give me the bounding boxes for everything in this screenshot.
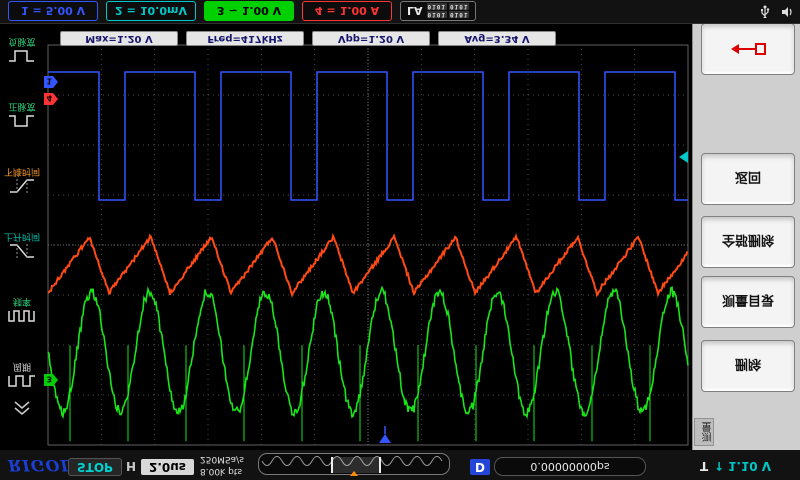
channel-number: 2 xyxy=(115,4,123,18)
softkey-menu-panel: 测量 删除 测量目录 全部删除 返回 xyxy=(692,23,800,450)
trigger-level-value[interactable]: 1.10 V xyxy=(728,459,772,473)
sample-rate: 250MSa/s xyxy=(200,454,244,464)
menu-tab-title: 测量 xyxy=(694,418,714,446)
memory-trigger-tick-icon xyxy=(350,471,358,476)
horizontal-label: H xyxy=(126,459,137,473)
rise-time-icon xyxy=(10,244,34,258)
measurement-readout[interactable]: Avg=3.34 V xyxy=(438,31,556,46)
trigger-slope-icon: ↑ xyxy=(714,459,725,473)
la-nibble: 0101 xyxy=(448,3,470,11)
status-bar: RIGOL STOP H 2.0us 8.00k pts 250MSa/s D … xyxy=(0,449,800,480)
sidebar-item-label: 负脉宽 xyxy=(8,36,36,46)
channel-number: 4 xyxy=(314,4,323,18)
waveform-display: 3 4 1 Max=1.20 V Freq=417kHz Vpp=1.20 V Av… xyxy=(44,24,692,450)
channel-2-status[interactable]: 2 = 10.0mV xyxy=(106,1,196,21)
svg-text:3: 3 xyxy=(47,375,53,384)
usb-icon xyxy=(761,5,770,18)
channel-number: 1 xyxy=(20,4,29,18)
coupling-icon: = xyxy=(326,4,336,18)
channel-scale: 1.00 V xyxy=(241,4,282,18)
sidebar-item-label: 正脉宽 xyxy=(8,101,36,111)
measurement-readout[interactable]: Max=1.20 V xyxy=(60,31,178,46)
svg-text:4: 4 xyxy=(47,94,53,103)
system-icons xyxy=(758,5,794,19)
measure-shortcut-rail: 周期 频率 上升时间 下降时间 正脉宽 xyxy=(0,24,44,450)
la-bit-states: 0101 0101 0101 0101 xyxy=(426,3,470,19)
sidebar-item-period[interactable]: 周期 xyxy=(0,332,44,392)
graticule-and-traces: 3 4 1 xyxy=(44,44,689,446)
sidebar-item-label: 下降时间 xyxy=(3,166,40,176)
coupling-icon: = xyxy=(126,4,136,18)
sidebar-item-negative-pulse-width[interactable]: 负脉宽 xyxy=(0,7,44,67)
waveform-memory-bar[interactable] xyxy=(258,453,450,476)
softkey-delete-all[interactable]: 全部删除 xyxy=(701,216,795,268)
timebase-value[interactable]: 2.0us xyxy=(141,459,194,475)
speaker-icon xyxy=(782,7,792,17)
channel-number: 3 xyxy=(216,4,225,18)
la-label: LA xyxy=(407,4,423,18)
sidebar-item-label: 频率 xyxy=(12,296,31,306)
sidebar-item-positive-pulse-width[interactable]: 正脉宽 xyxy=(0,72,44,132)
memory-waveform-icon xyxy=(261,456,443,466)
measurement-readout[interactable]: Vpp=1.20 V xyxy=(312,31,430,46)
softkey-measure-list[interactable]: 测量目录 xyxy=(701,276,795,328)
sidebar-item-fall-time[interactable]: 下降时间 xyxy=(0,137,44,197)
channel-1-status[interactable]: 1 = 5.00 V xyxy=(8,1,98,21)
svg-text:1: 1 xyxy=(47,77,53,86)
softkey-back[interactable] xyxy=(701,23,795,75)
channel-scale: 10.0mV xyxy=(139,4,187,18)
delay-value[interactable]: 0.00000000ps xyxy=(494,457,646,476)
page-up-icon[interactable] xyxy=(10,400,34,416)
softkey-delete[interactable]: 删除 xyxy=(701,340,795,392)
back-arrow-icon xyxy=(731,43,766,55)
channel-scale: 1.00 A xyxy=(339,4,380,18)
fall-time-icon xyxy=(10,179,34,193)
measurement-results-row: Max=1.20 V Freq=417kHz Vpp=1.20 V Avg=3.… xyxy=(60,31,556,46)
trigger-label: T xyxy=(700,459,709,473)
sidebar-item-label: 上升时间 xyxy=(3,231,40,241)
negative-pulse-width-icon xyxy=(9,50,34,62)
measurement-readout[interactable]: Freq=417kHz xyxy=(186,31,304,46)
la-nibble: 0101 xyxy=(426,11,447,19)
period-icon xyxy=(8,375,35,387)
coupling-icon: = xyxy=(32,4,42,18)
channel-4-status[interactable]: 4 = 1.00 A xyxy=(302,1,392,21)
channel-3-status[interactable]: 3 ~ 1.00 V xyxy=(204,1,294,21)
rigol-logo: RIGOL xyxy=(8,456,73,475)
channel-status-bar: 1 = 5.00 V 2 = 10.0mV 3 ~ 1.00 V 4 = 1.0… xyxy=(0,0,800,24)
la-nibble: 0101 xyxy=(426,3,447,11)
sidebar-item-frequency[interactable]: 频率 xyxy=(0,267,44,327)
acquisition-info: 8.00k pts 250MSa/s xyxy=(200,453,244,477)
channel-scale: 5.00 V xyxy=(45,4,86,18)
run-status-badge[interactable]: STOP xyxy=(68,458,122,476)
memory-depth: 8.00k pts xyxy=(200,466,243,476)
sidebar-item-label: 周期 xyxy=(12,361,31,371)
logic-analyzer-status[interactable]: LA 0101 0101 0101 0101 xyxy=(400,1,477,21)
delay-label: D xyxy=(470,459,490,475)
positive-pulse-width-icon xyxy=(9,115,34,127)
coupling-icon: ~ xyxy=(228,4,238,18)
softkey-return[interactable]: 返回 xyxy=(701,153,795,205)
sidebar-item-rise-time[interactable]: 上升时间 xyxy=(0,202,44,262)
la-nibble: 0101 xyxy=(448,11,470,19)
frequency-icon xyxy=(8,310,35,322)
